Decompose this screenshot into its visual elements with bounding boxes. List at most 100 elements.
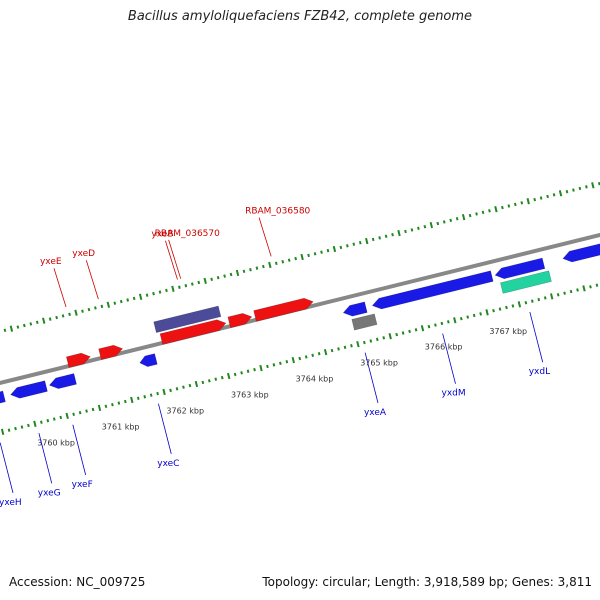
feature-arrow-RBAM_036570[interactable] <box>159 319 227 345</box>
tick-mark <box>552 193 556 197</box>
scale-tick-label: 3766 kbp <box>425 343 463 352</box>
tick-mark <box>401 331 405 335</box>
tick-mark <box>382 336 386 340</box>
tick-mark <box>97 404 102 412</box>
feature-arrow-yxeH[interactable] <box>0 390 6 407</box>
tick-mark <box>298 356 302 361</box>
tick-mark <box>240 371 243 375</box>
tick-mark <box>72 412 75 416</box>
tick-mark <box>408 329 411 334</box>
tick-mark <box>294 256 297 261</box>
tick-mark <box>339 245 343 250</box>
tick-mark <box>119 299 123 304</box>
tick-mark <box>113 301 117 305</box>
tick-mark <box>543 296 547 300</box>
tick-mark <box>429 221 434 229</box>
tick-mark <box>565 189 569 194</box>
feature-leader-line <box>442 333 456 384</box>
tick-mark <box>461 213 466 221</box>
tick-mark <box>455 217 459 221</box>
tick-mark <box>235 269 240 277</box>
tick-mark <box>375 337 379 342</box>
tick-mark <box>507 204 511 208</box>
feature-arrow-yxeC[interactable] <box>139 353 158 367</box>
tick-mark <box>578 186 582 191</box>
tick-mark <box>253 367 256 372</box>
tick-mark <box>169 388 172 393</box>
feature-arrow-yxeA-other[interactable] <box>351 313 378 331</box>
tick-mark <box>442 220 446 224</box>
feature-arrow-next-gene[interactable] <box>562 243 600 263</box>
tick-mark <box>420 325 425 332</box>
feature-label-yxeG: yxeG <box>38 488 61 498</box>
tick-mark <box>498 307 502 311</box>
tick-mark <box>365 237 369 245</box>
tick-mark <box>0 428 5 435</box>
feature-label-yxeE: yxeE <box>40 257 62 267</box>
tick-mark <box>188 383 192 388</box>
tick-mark <box>87 307 91 312</box>
tick-mark <box>203 277 207 285</box>
tick-mark <box>311 353 315 358</box>
feature-arrow-yxdM[interactable] <box>371 270 494 310</box>
feature-leader-line <box>53 268 67 308</box>
tick-mark <box>216 275 220 280</box>
feature-arrow-yxdL[interactable] <box>494 257 546 280</box>
feature-leader-line <box>258 217 272 257</box>
tick-mark <box>268 261 272 269</box>
tick-mark <box>371 237 375 242</box>
tick-mark <box>165 288 168 293</box>
tick-mark <box>61 314 65 318</box>
feature-leader-line <box>0 442 14 493</box>
tick-mark <box>404 229 407 234</box>
feature-arrow-yxeG[interactable] <box>10 380 48 399</box>
tick-mark <box>138 293 143 300</box>
feature-label-yxdM: yxdM <box>442 389 466 399</box>
tick-mark <box>517 301 522 308</box>
tick-mark <box>434 323 437 327</box>
scale-tick-label: 3764 kbp <box>296 375 334 384</box>
tick-mark <box>440 321 444 326</box>
tick-mark <box>488 209 491 213</box>
feature-arrow-yxeA[interactable] <box>342 301 368 317</box>
tick-mark <box>556 293 560 297</box>
tick-mark <box>472 313 476 318</box>
tick-mark <box>132 296 136 301</box>
tick-mark <box>104 404 108 408</box>
tick-mark <box>533 197 537 202</box>
scale-tick-label: 3767 kbp <box>489 327 527 336</box>
tick-mark <box>397 229 401 237</box>
tick-mark <box>227 372 231 380</box>
feature-arrow-RBAM_036570b[interactable] <box>227 313 253 329</box>
tick-mark <box>158 290 162 294</box>
tick-mark <box>214 377 218 381</box>
tick-mark <box>59 415 63 420</box>
scale-tick-label: 3760 kbp <box>37 438 75 447</box>
tick-mark <box>285 359 289 364</box>
tick-mark <box>378 236 381 240</box>
tick-mark <box>162 388 166 396</box>
tick-mark <box>3 328 7 332</box>
tick-mark <box>427 324 431 329</box>
feature-arrow-RBAM_036580[interactable] <box>253 297 314 322</box>
tick-mark <box>459 316 463 321</box>
feature-arrow-yxeD[interactable] <box>98 344 124 360</box>
tick-mark <box>156 391 159 396</box>
feature-arrow-yxdL-rna[interactable] <box>500 270 552 294</box>
tick-mark <box>35 320 39 325</box>
tick-mark <box>466 315 470 319</box>
tick-mark <box>29 322 33 326</box>
tick-mark <box>33 420 37 427</box>
upper-tick-row <box>3 181 600 332</box>
feature-arrow-yxeB[interactable] <box>153 305 222 333</box>
tick-mark <box>136 396 140 401</box>
tick-mark <box>23 323 26 328</box>
tick-mark <box>436 221 440 226</box>
tick-mark <box>337 347 340 351</box>
tick-mark <box>281 260 285 264</box>
tick-mark <box>307 253 310 258</box>
tick-mark <box>287 258 291 262</box>
tick-mark <box>65 412 69 420</box>
feature-arrow-yxeE[interactable] <box>65 352 91 368</box>
feature-arrow-yxeF[interactable] <box>48 373 77 389</box>
